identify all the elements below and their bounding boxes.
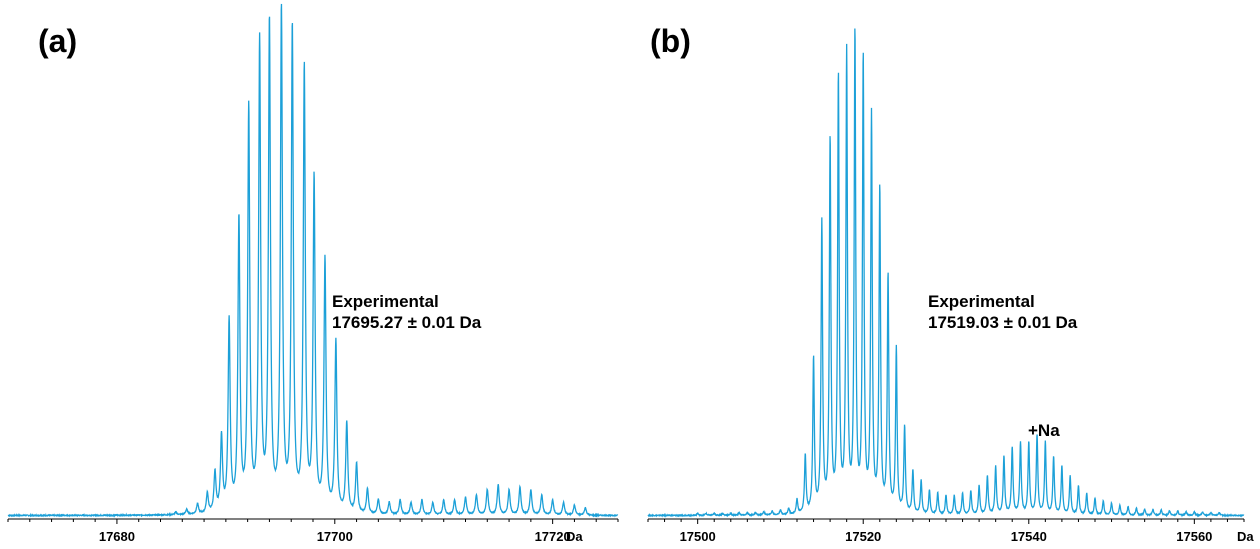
annotation-b-title: Experimental — [928, 292, 1035, 311]
spectrum-panel-a: (a) 17680 17700 17720 Experimental 17695.2… — [7, 3, 619, 544]
panel-b-label: (b) — [650, 23, 691, 59]
panel-a-label: (a) — [38, 23, 77, 59]
spectrum-trace — [647, 28, 1245, 518]
x-unit-label-a: Da — [566, 529, 583, 544]
x-tick-label: 17500 — [680, 529, 716, 544]
spectrum-panel-b: (b) 17500 17520 17540 17560 Experimental 17… — [647, 23, 1254, 544]
x-tick-label: 17560 — [1176, 529, 1212, 544]
annotation-b-mass: 17519.03 ± 0.01 Da — [928, 313, 1078, 332]
x-tick-label: 17520 — [845, 529, 881, 544]
annotation-a-mass: 17695.27 ± 0.01 Da — [332, 313, 482, 332]
x-tick-label: 17700 — [317, 529, 353, 544]
x-ticks-b: 17500 17520 17540 17560 — [647, 519, 1245, 544]
annotation-a-title: Experimental — [332, 292, 439, 311]
x-tick-label: 17720 — [535, 529, 571, 544]
x-unit-label-b: Da — [1237, 529, 1254, 544]
spectrum-a-plot — [7, 3, 619, 518]
spectrum-b-plot — [647, 28, 1245, 518]
x-ticks-a: 17680 17700 17720 — [7, 519, 619, 544]
spectrum-trace — [7, 3, 619, 518]
x-tick-label: 17680 — [99, 529, 135, 544]
x-tick-label: 17540 — [1011, 529, 1047, 544]
sodium-adduct-label: +Na — [1028, 421, 1060, 440]
